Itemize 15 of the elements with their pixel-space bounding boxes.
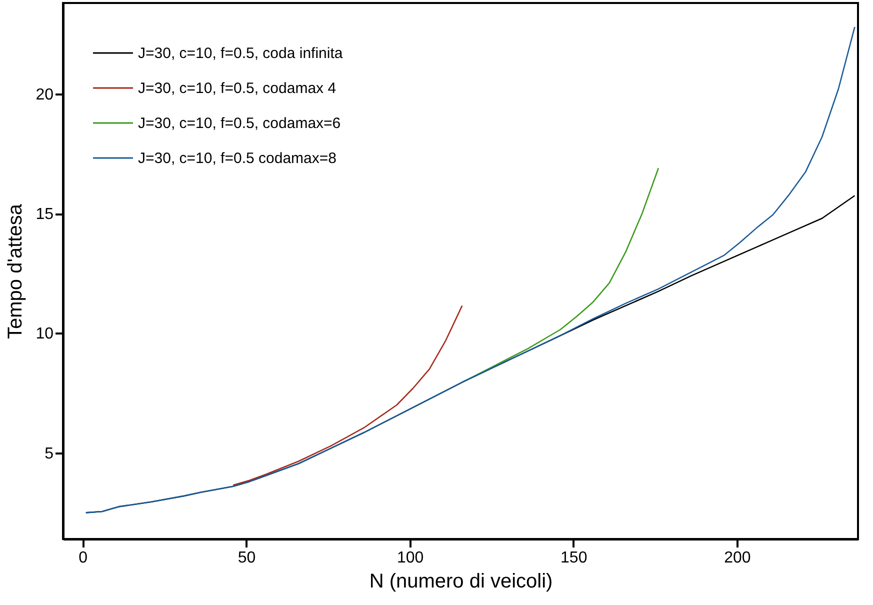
y-tick-label: 15: [36, 206, 54, 224]
y-tick-label: 20: [36, 86, 54, 104]
x-tick-label: 0: [78, 550, 88, 566]
x-axis-title: N (numero di veicoli): [369, 570, 553, 592]
legend-label: J=30, c=10, f=0.5, coda infinita: [138, 45, 344, 62]
x-tick-label: 50: [238, 550, 256, 566]
legend-label: J=30, c=10, f=0.5, codamax=6: [138, 115, 341, 132]
y-tick-label: 10: [36, 326, 54, 343]
y-tick-label: 5: [44, 445, 54, 462]
legend-label: J=30, c=10, f=0.5 codamax=8: [138, 150, 336, 167]
y-axis-title: Tempo d'attesa: [4, 203, 27, 340]
legend-label: J=30, c=10, f=0.5, codamax 4: [138, 80, 336, 97]
x-tick-label: 100: [396, 550, 424, 566]
x-tick-label: 200: [724, 550, 751, 566]
x-tick-label: 150: [560, 550, 588, 566]
